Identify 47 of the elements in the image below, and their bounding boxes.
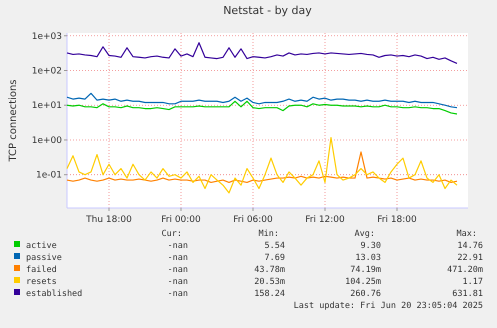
legend-label: established [26,289,82,299]
text: 14.76 [457,241,483,251]
text: Max: [456,229,477,239]
line-series [66,100,458,115]
text: 5.54 [264,241,285,251]
y-axis-title: TCP connections [8,79,19,163]
text: Cur: [162,229,182,239]
y-tick-label: 1e+00 [32,136,62,146]
x-tick-label: Fri 00:00 [161,215,202,225]
x-tick-label: Fri 12:00 [305,215,346,225]
text: 158.24 [254,289,285,299]
y-tick-label: 1e-01 [36,170,62,181]
x-tick-label: Thu 18:00 [85,215,132,225]
chart-title: Netstat - by day [223,4,312,17]
text: Last update: Fri Jun 20 23:05:04 2025 [294,301,483,311]
text: 260.76 [350,289,381,299]
x-tick-label: Fri 18:00 [377,215,418,225]
y-tick-label: 1e+03 [32,32,62,42]
text: Min: [258,229,279,239]
text: 104.25m [345,277,381,287]
legend-label: resets [26,277,57,287]
text: 43.78m [254,265,285,275]
text: 74.19m [350,265,381,275]
text: -nan [168,265,188,275]
text: 1.17 [462,277,483,287]
line-series [66,136,458,194]
line-series [66,151,458,184]
text: Avg: [354,229,375,239]
text: -nan [168,253,188,263]
y-tick-label: 1e+02 [32,66,62,76]
text: 9.30 [360,241,381,251]
line-series [66,42,458,64]
text: -nan [168,289,188,299]
line-series [66,92,458,108]
text: -nan [168,241,188,251]
legend-label: active [26,241,57,251]
legend-label: passive [26,253,62,263]
text: 631.81 [452,289,483,299]
text: -nan [168,277,188,287]
text: 20.53m [254,277,285,287]
text: 13.03 [355,253,381,263]
legend-label: failed [26,265,57,275]
x-tick-label: Fri 06:00 [233,215,274,225]
y-tick-label: 1e+01 [32,101,62,112]
text: 22.91 [457,253,483,263]
text: 471.20m [447,265,483,275]
text: 7.69 [264,253,285,263]
